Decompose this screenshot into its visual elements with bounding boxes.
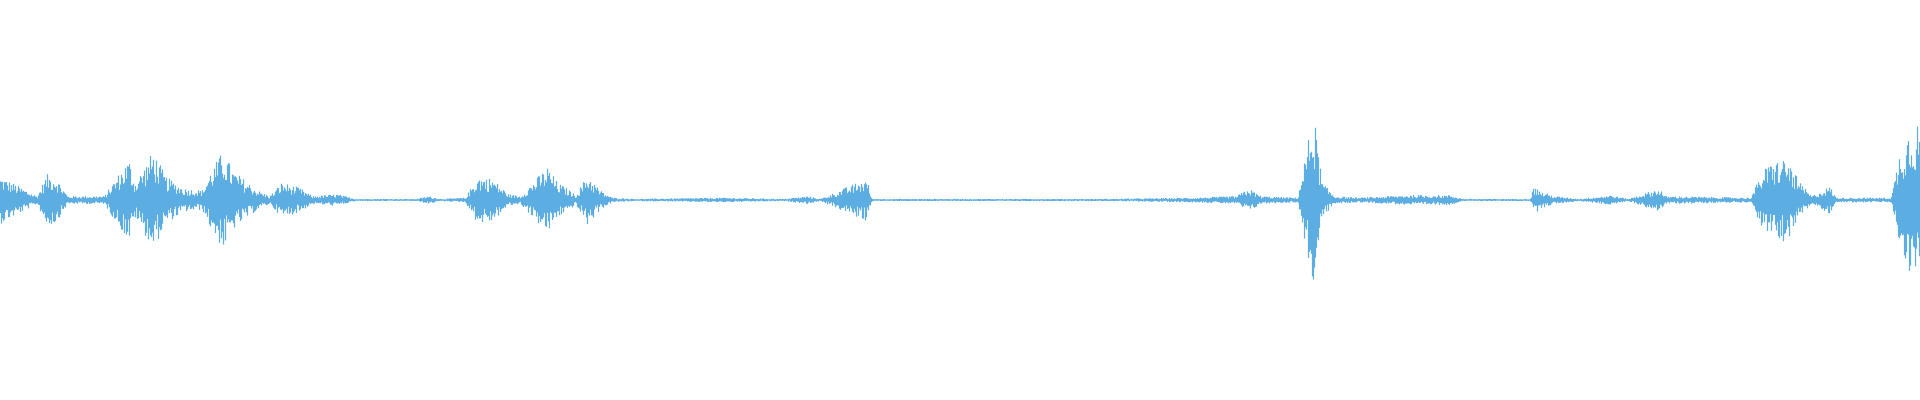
waveform-samples (0, 126, 1920, 280)
